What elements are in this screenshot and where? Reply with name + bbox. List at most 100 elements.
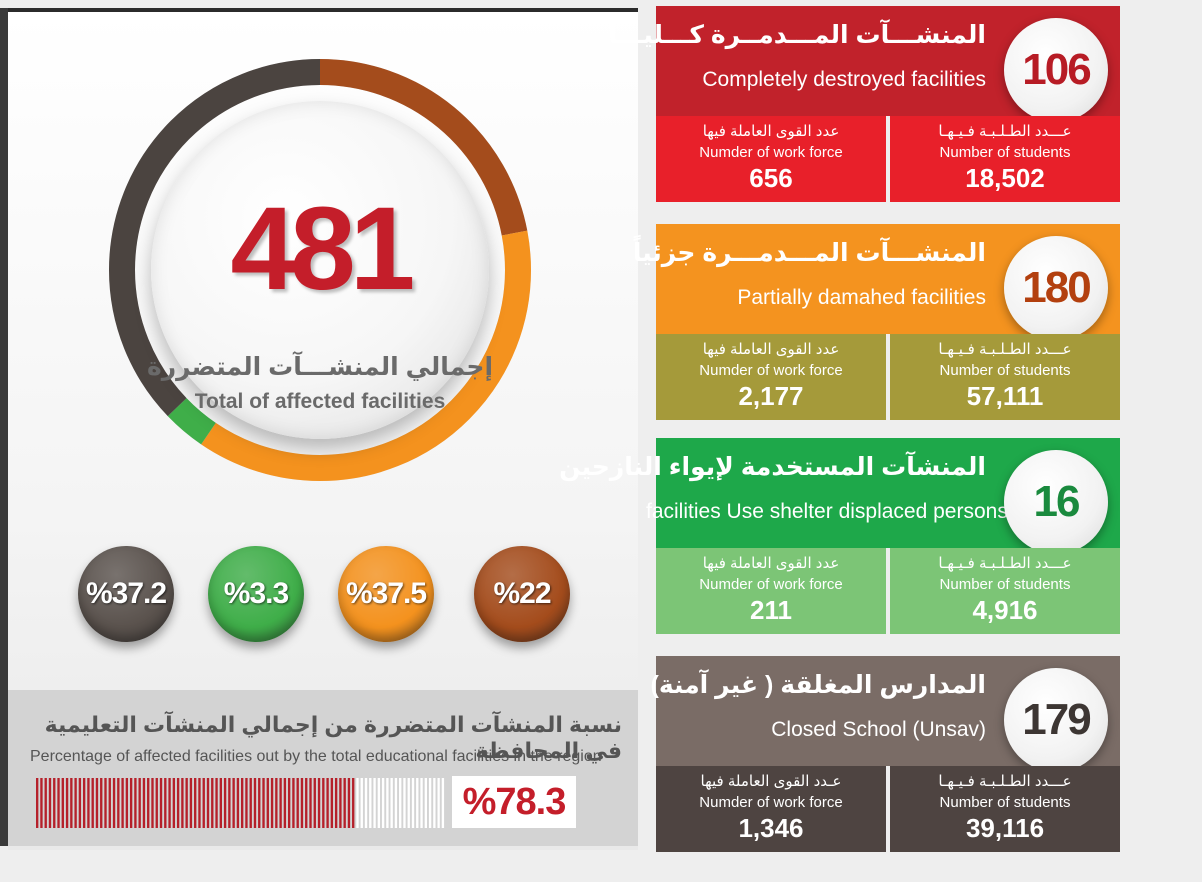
workforce-value: 211 (750, 595, 792, 625)
barcode-bar-filled (275, 778, 278, 828)
students-label-en: Number of students (939, 362, 1071, 379)
students-label-ar: عـــدد الطـلـبـة فـيـهـا (938, 773, 1072, 790)
card-count: 106 (1004, 18, 1108, 122)
barcode-bar-empty (373, 778, 376, 828)
barcode-bar-filled (65, 778, 69, 828)
students-label-ar: عـــدد الطـلـبـة فـيـهـا (938, 341, 1072, 358)
barcode-bar-filled (168, 778, 171, 828)
barcode-bar-filled (159, 778, 163, 828)
barcode-bar-empty (416, 778, 419, 828)
card-title-ar: المدارس المغلقة ( غير آمنة) (650, 671, 987, 699)
barcode-bar-filled (211, 778, 214, 828)
barcode-bar-filled (352, 778, 355, 828)
percentage-barcode (36, 778, 445, 828)
card-title-en: Completely destroyed facilities (702, 68, 986, 91)
students-value: 18,502 (965, 163, 1045, 193)
card-header: المنشآت المستخدمة لإيواء النازحين facili… (559, 438, 1120, 554)
workforce-label-ar: عـدد القوى العاملة فيها (700, 773, 842, 790)
barcode-bar-filled (121, 778, 124, 828)
barcode-bar-empty (399, 778, 402, 828)
card-stats: عدد القوى العاملة فيها Numder of work fo… (656, 116, 1120, 202)
card-shelter: المنشآت المستخدمة لإيواء النازحين facili… (559, 438, 1120, 634)
workforce-label-en: Numder of work force (699, 362, 843, 379)
workforce-label-en: Numder of work force (699, 794, 843, 811)
students-label-en: Number of students (939, 794, 1071, 811)
workforce-stat: عدد القوى العاملة فيها Numder of work fo… (656, 116, 886, 202)
barcode-bar-filled (104, 778, 107, 828)
workforce-value: 2,177 (738, 381, 804, 411)
percentage-value: %78.3 (452, 776, 576, 828)
students-label-ar: عـــدد الطـلـبـة فـيـهـا (938, 555, 1072, 572)
barcode-bar-empty (394, 778, 398, 828)
barcode-bar-filled (138, 778, 141, 828)
barcode-bar-filled (270, 778, 274, 828)
workforce-value: 1,346 (738, 813, 804, 843)
barcode-bar-empty (386, 778, 389, 828)
barcode-bar-filled (313, 778, 316, 828)
barcode-bar-filled (129, 778, 133, 828)
barcode-bar-filled (185, 778, 188, 828)
total-donut: 481 إجمالي المنشـــآت المتضررة Total of … (90, 40, 550, 500)
barcode-bar-filled (117, 778, 120, 828)
barcode-bar-filled (44, 778, 47, 828)
barcode-bar-filled (53, 778, 56, 828)
percentage-label-ar: نسبة المنشآت المتضررة من إجمالي المنشآت … (44, 712, 622, 763)
card-partially-damaged: المنشـــآت المـــدمـــرة جزئياً Partiall… (633, 224, 1120, 420)
barcode-bar-filled (78, 778, 82, 828)
barcode-bar-filled (87, 778, 90, 828)
workforce-stat: عدد القوى العاملة فيها Numder of work fo… (656, 548, 886, 634)
barcode-bar-filled (36, 778, 39, 828)
students-value: 57,111 (966, 381, 1044, 411)
barcode-bar-filled (70, 778, 73, 828)
barcode-bar-filled (292, 778, 295, 828)
barcode-bar-filled (223, 778, 227, 828)
barcode-bar-filled (112, 778, 116, 828)
students-stat: عـــدد الطـلـبـة فـيـهـا Number of stude… (890, 116, 1120, 202)
donut-ring (109, 59, 531, 481)
donut-center (151, 101, 489, 439)
barcode-bar-filled (249, 778, 252, 828)
barcode-bar-filled (326, 778, 329, 828)
percent-circle-destroyed: %22 (474, 546, 570, 642)
barcode-bar-filled (309, 778, 312, 828)
barcode-bar-filled (215, 778, 218, 828)
barcode-bar-filled (219, 778, 222, 828)
barcode-bar-filled (334, 778, 338, 828)
barcode-bar-filled (164, 778, 167, 828)
workforce-label-en: Numder of work force (699, 144, 843, 161)
barcode-bar-filled (82, 778, 86, 828)
barcode-bar-filled (40, 778, 43, 828)
total-number: 481 (230, 183, 416, 315)
workforce-stat: عدد القوى العاملة فيها Numder of work fo… (656, 334, 886, 420)
barcode-bar-filled (189, 778, 193, 828)
barcode-bar-filled (57, 778, 60, 828)
students-label-ar: عـــدد الطـلـبـة فـيـهـا (938, 123, 1072, 140)
barcode-bar-empty (441, 778, 445, 828)
barcode-bar-filled (322, 778, 325, 828)
students-value: 4,916 (972, 595, 1038, 625)
students-label-en: Number of students (939, 576, 1071, 593)
barcode-bar-filled (279, 778, 282, 828)
barcode-bar-empty (360, 778, 363, 828)
workforce-label-en: Numder of work force (699, 576, 843, 593)
card-closed-schools: المدارس المغلقة ( غير آمنة) Closed Schoo… (650, 656, 1120, 852)
barcode-bar-filled (296, 778, 299, 828)
barcode-bar-filled (181, 778, 184, 828)
barcode-bar-empty (407, 778, 410, 828)
students-stat: عـــدد الطـلـبـة فـيـهـا Number of stude… (890, 548, 1120, 634)
barcode-bar-filled (347, 778, 351, 828)
barcode-bar-filled (134, 778, 137, 828)
barcode-bar-filled (236, 778, 240, 828)
card-count: 180 (1004, 236, 1108, 340)
barcode-bar-filled (198, 778, 201, 828)
barcode-bar-filled (151, 778, 154, 828)
barcode-bar-filled (241, 778, 244, 828)
barcode-bar-filled (232, 778, 235, 828)
card-title-ar: المنشـــآت المـــدمــرة كـــليـــاً (608, 21, 986, 49)
barcode-bar-empty (411, 778, 415, 828)
workforce-label-ar: عدد القوى العاملة فيها (702, 123, 840, 140)
workforce-label-ar: عدد القوى العاملة فيها (702, 555, 840, 572)
barcode-bar-filled (202, 778, 205, 828)
barcode-bar-filled (343, 778, 346, 828)
card-header: المنشـــآت المـــدمــرة كـــليـــاً Comp… (608, 6, 1120, 122)
